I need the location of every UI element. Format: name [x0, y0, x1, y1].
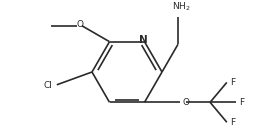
Text: N: N	[139, 35, 148, 45]
Text: NH$_2$: NH$_2$	[172, 1, 190, 13]
Text: O: O	[183, 98, 190, 107]
Text: F: F	[239, 98, 244, 107]
Text: F: F	[230, 118, 235, 127]
Text: F: F	[230, 78, 235, 87]
Text: O: O	[76, 20, 83, 29]
Text: Cl: Cl	[44, 81, 53, 90]
